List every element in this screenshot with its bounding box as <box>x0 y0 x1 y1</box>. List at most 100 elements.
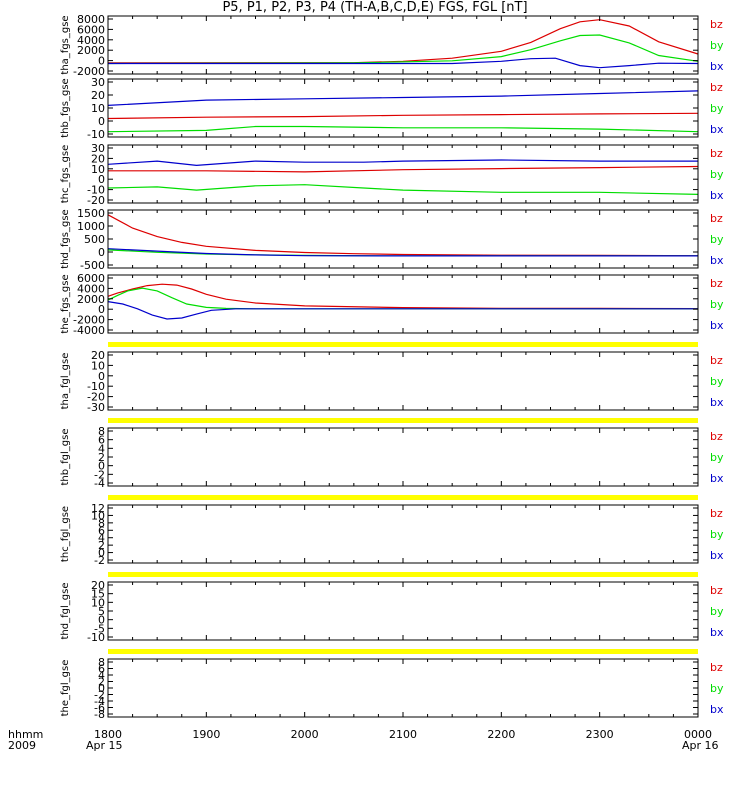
y-tick-label: -10 <box>87 128 105 141</box>
series-line-bx <box>108 57 699 69</box>
y-tick-label: -2 <box>94 468 105 481</box>
legend-bz: bz <box>710 81 723 94</box>
y-tick-label: 15 <box>91 588 105 601</box>
availability-bar <box>108 495 698 500</box>
y-tick-label: -30 <box>87 401 105 414</box>
y-tick-label: 6000 <box>77 272 105 285</box>
y-tick-label: -2 <box>94 554 105 567</box>
series-line-bx <box>107 90 699 106</box>
y-tick-label: 500 <box>84 233 105 246</box>
y-tick-label: -2000 <box>73 65 105 78</box>
y-tick-label: -10 <box>87 380 105 393</box>
y-tick-label: 2 <box>98 676 105 689</box>
y-tick-label: 20 <box>91 89 105 102</box>
y-tick-label: -20 <box>87 391 105 404</box>
y-tick-label: -2 <box>94 689 105 702</box>
y-tick-label: 8000 <box>77 13 105 26</box>
series-line-bx <box>107 159 698 167</box>
series-line-bz <box>107 19 699 64</box>
legend-bz: bz <box>710 147 723 160</box>
panel-frame <box>107 427 699 487</box>
availability-bar <box>108 572 698 577</box>
legend-by: by <box>710 375 724 388</box>
series-line-bx <box>107 248 698 257</box>
y-tick-label: 2 <box>98 451 105 464</box>
y-tick-label: 12 <box>91 502 105 515</box>
y-axis-label: thc_fgl_gse <box>60 506 71 562</box>
y-tick-label: 0 <box>98 547 105 560</box>
y-tick-label: 8 <box>98 517 105 530</box>
y-tick-label: 2000 <box>77 293 105 306</box>
y-tick-label: 10 <box>91 509 105 522</box>
legend-bz: bz <box>710 18 723 31</box>
legend-bx: bx <box>710 703 724 716</box>
y-tick-label: -4 <box>94 695 105 708</box>
y-tick-label: -4000 <box>73 324 105 337</box>
legend-by: by <box>710 168 724 181</box>
y-tick-label: 8 <box>98 656 105 669</box>
y-tick-label: -8 <box>94 708 105 721</box>
y-tick-label: 4 <box>98 669 105 682</box>
x-tick-label: 2200 <box>487 728 515 741</box>
legend-bx: bx <box>710 319 724 332</box>
footer-year: 2009 <box>8 739 36 752</box>
legend-bz: bz <box>710 507 723 520</box>
y-tick-label: 30 <box>91 76 105 89</box>
x-tick-label: 2300 <box>586 728 614 741</box>
y-axis-label: the_fgs_gse <box>60 274 71 333</box>
y-tick-label: 2000 <box>77 44 105 57</box>
y-tick-label: 20 <box>91 579 105 592</box>
y-tick-label: 0 <box>98 173 105 186</box>
panel-frame <box>107 15 699 75</box>
y-axis-label: thd_fgs_gse <box>60 209 71 268</box>
panel-frame <box>107 658 699 718</box>
y-tick-label: 0 <box>98 246 105 259</box>
legend-bx: bx <box>710 396 724 409</box>
panel-frame <box>107 209 699 269</box>
legend-bz: bz <box>710 277 723 290</box>
legend-by: by <box>710 102 724 115</box>
legend-by: by <box>710 233 724 246</box>
series-line-bz <box>107 112 699 120</box>
y-tick-label: 30 <box>91 142 105 155</box>
y-axis-label: thb_fgl_gse <box>60 429 71 486</box>
legend-bx: bx <box>710 549 724 562</box>
legend-bz: bz <box>710 212 723 225</box>
y-tick-label: 6 <box>98 434 105 447</box>
y-axis-label: the_fgl_gse <box>60 660 71 717</box>
y-axis-label: tha_fgl_gse <box>60 353 71 410</box>
panel-frame <box>107 274 699 334</box>
series-line-bz <box>107 214 699 257</box>
y-tick-label: 1500 <box>77 207 105 220</box>
panel-frame <box>107 504 699 564</box>
y-tick-label: 4000 <box>77 282 105 295</box>
y-tick-label: -10 <box>87 631 105 644</box>
y-tick-label: 10 <box>91 102 105 115</box>
y-tick-label: 10 <box>91 163 105 176</box>
availability-bar <box>108 418 698 423</box>
x-tick-label: 1900 <box>192 728 220 741</box>
availability-bar <box>108 649 698 654</box>
legend-bz: bz <box>710 430 723 443</box>
y-tick-label: -20 <box>87 194 105 207</box>
series-line-by <box>107 34 699 65</box>
y-tick-label: 5 <box>98 605 105 618</box>
footer-hhmm: hhmm <box>8 728 44 741</box>
y-tick-label: -10 <box>87 184 105 197</box>
legend-by: by <box>710 528 724 541</box>
series-line-bx <box>107 301 698 320</box>
footer-date-start: Apr 15 <box>86 739 123 752</box>
y-tick-label: 4 <box>98 532 105 545</box>
x-tick-label: 1800 <box>94 728 122 741</box>
y-tick-label: 0 <box>98 460 105 473</box>
legend-by: by <box>710 682 724 695</box>
legend-bx: bx <box>710 189 724 202</box>
y-tick-label: 4000 <box>77 34 105 47</box>
y-tick-label: -4 <box>94 477 105 490</box>
y-tick-label: 0 <box>98 115 105 128</box>
legend-by: by <box>710 451 724 464</box>
availability-bar <box>108 342 698 347</box>
y-tick-label: -500 <box>80 259 105 272</box>
y-tick-label: -2000 <box>73 314 105 327</box>
